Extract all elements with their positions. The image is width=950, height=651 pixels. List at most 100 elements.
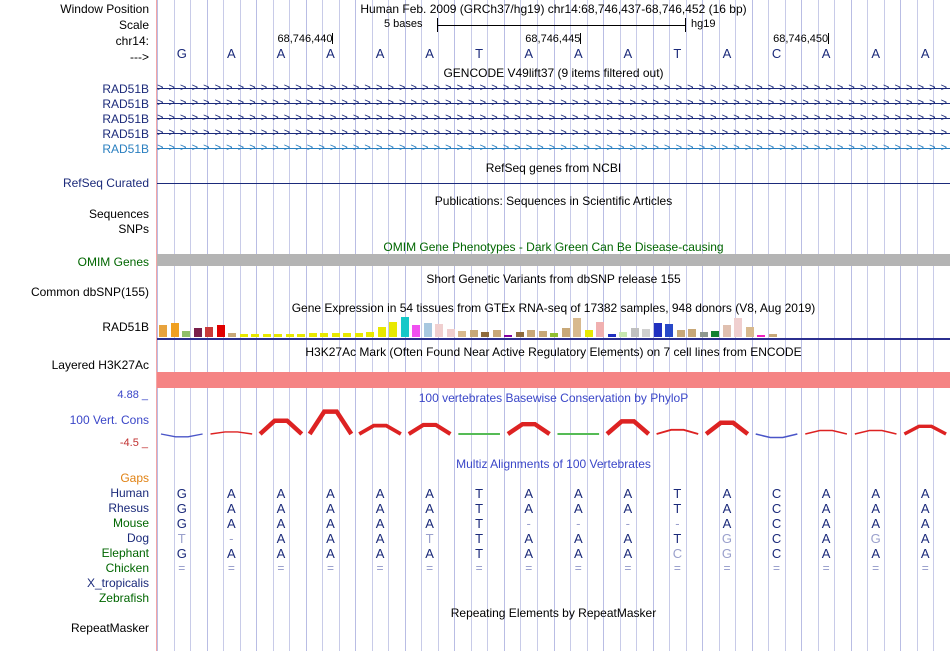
gtex-tissue-bar[interactable] — [630, 327, 639, 337]
gtex-tissue-bar[interactable] — [515, 331, 524, 337]
gtex-tissue-bar[interactable] — [653, 323, 662, 337]
h3k27ac-signal-band[interactable] — [157, 372, 950, 388]
gtex-tissue-bar[interactable] — [182, 330, 190, 337]
gtex-tissue-bar[interactable] — [239, 333, 248, 337]
gencode-gene-row[interactable]: >>>>>>>>>>>>>>>>>>>>>>>>>>>>>>>>>>>>>>>>… — [157, 96, 950, 111]
repeatmasker-label[interactable]: RepeatMasker — [70, 621, 149, 635]
gtex-tissue-bar[interactable] — [550, 332, 558, 337]
gtex-tissue-bar[interactable] — [768, 333, 777, 337]
gencode-gene-label[interactable]: RAD51B — [102, 82, 149, 96]
gtex-tissue-bar[interactable] — [159, 325, 167, 337]
gencode-gene-label[interactable]: RAD51B — [102, 142, 149, 156]
gtex-tissue-bar[interactable] — [446, 328, 455, 337]
gtex-tissue-bar[interactable] — [423, 323, 432, 337]
gtex-tissue-bar[interactable] — [745, 326, 754, 337]
gtex-tissue-bar[interactable] — [274, 333, 282, 337]
gtex-tissue-bar[interactable] — [711, 330, 719, 337]
sequence-base: A — [623, 46, 633, 61]
gtex-tissue-bar[interactable] — [251, 333, 259, 337]
gtex-tissue-bar[interactable] — [561, 327, 570, 337]
gtex-tissue-bar[interactable] — [757, 334, 765, 337]
gtex-tissue-bar[interactable] — [596, 322, 604, 337]
alignment-species-label[interactable]: Human — [110, 486, 149, 500]
layered-h3k27ac-label[interactable]: Layered H3K27Ac — [51, 358, 149, 372]
strand-arrow-icon: >>>>>>>>>>>>>>>>>>>>>>>>>>>>>>>>>>>>>>>>… — [157, 82, 950, 94]
gtex-tissue-bar[interactable] — [331, 332, 340, 337]
alignment-species-label[interactable]: Dog — [126, 531, 149, 545]
alignment-base: A — [573, 486, 583, 501]
gtex-tissue-bar[interactable] — [573, 318, 581, 337]
gtex-tissue-bar[interactable] — [320, 332, 328, 337]
gencode-gene-label[interactable]: RAD51B — [102, 112, 149, 126]
gtex-tissue-bar[interactable] — [343, 332, 351, 337]
gtex-tissue-bar[interactable] — [619, 331, 627, 337]
gtex-tissue-bar[interactable] — [607, 333, 616, 337]
gtex-tissue-bar[interactable] — [504, 334, 512, 337]
gencode-gene-label[interactable]: RAD51B — [102, 97, 149, 111]
conservation-peak — [258, 418, 304, 436]
snps-label[interactable]: SNPs — [118, 222, 149, 236]
gtex-tissue-bar[interactable] — [734, 318, 742, 337]
gtex-tissue-bar[interactable] — [193, 327, 202, 337]
gencode-gene-label[interactable]: RAD51B — [102, 127, 149, 141]
gtex-gene-label[interactable]: RAD51B — [102, 320, 149, 334]
alignment-species-label[interactable]: Mouse — [112, 516, 149, 530]
conservation-peak — [605, 419, 651, 436]
alignment-species-label[interactable]: Rhesus — [108, 501, 149, 515]
alignment-base: A — [821, 546, 831, 561]
common-dbsnp-label[interactable]: Common dbSNP(155) — [30, 285, 149, 299]
alignment-base: = — [673, 561, 681, 575]
gtex-tissue-bar[interactable] — [377, 326, 386, 337]
sequence-base: A — [920, 46, 930, 61]
alignment-base: A — [276, 516, 286, 531]
gtex-tissue-bar[interactable] — [538, 330, 547, 337]
gtex-expression-chart[interactable] — [157, 316, 950, 338]
gencode-gene-row[interactable]: >>>>>>>>>>>>>>>>>>>>>>>>>>>>>>>>>>>>>>>>… — [157, 81, 950, 96]
gtex-tissue-bar[interactable] — [389, 322, 397, 337]
gtex-tissue-bar[interactable] — [216, 325, 225, 337]
gtex-tissue-bar[interactable] — [722, 325, 731, 337]
gtex-tissue-bar[interactable] — [676, 329, 685, 337]
gtex-tissue-bar[interactable] — [688, 328, 696, 337]
gtex-tissue-bar[interactable] — [584, 329, 593, 337]
gtex-tissue-bar[interactable] — [469, 329, 478, 337]
alignment-base: A — [524, 501, 534, 516]
gtex-tissue-bar[interactable] — [481, 331, 489, 337]
refseq-curated-label[interactable]: RefSeq Curated — [62, 176, 149, 190]
gencode-gene-row[interactable]: >>>>>>>>>>>>>>>>>>>>>>>>>>>>>>>>>>>>>>>>… — [157, 126, 950, 141]
gtex-tissue-bar[interactable] — [412, 325, 420, 337]
alignment-species-label[interactable]: X_tropicalis — [86, 576, 149, 590]
gtex-tissue-bar[interactable] — [262, 333, 271, 337]
alignment-species-label[interactable]: Chicken — [105, 561, 149, 575]
gtex-tissue-bar[interactable] — [492, 329, 501, 337]
conservation-label[interactable]: 100 Vert. Cons — [69, 413, 149, 427]
gtex-tissue-bar[interactable] — [458, 330, 466, 337]
gtex-tissue-bar[interactable] — [228, 332, 236, 337]
gaps-label[interactable]: Gaps — [120, 471, 149, 485]
strand-label: ---> — [130, 50, 149, 64]
gtex-tissue-bar[interactable] — [527, 329, 535, 337]
sequences-label[interactable]: Sequences — [88, 207, 149, 221]
alignment-species-label[interactable]: Zebrafish — [98, 591, 149, 605]
gtex-tissue-bar[interactable] — [665, 324, 673, 337]
gencode-gene-row[interactable]: >>>>>>>>>>>>>>>>>>>>>>>>>>>>>>>>>>>>>>>>… — [157, 141, 950, 156]
gtex-tissue-bar[interactable] — [400, 317, 409, 337]
gene-intron-line — [157, 88, 950, 89]
gtex-tissue-bar[interactable] — [699, 331, 708, 337]
gtex-tissue-bar[interactable] — [285, 333, 294, 337]
alignment-base: A — [326, 546, 335, 561]
gtex-tissue-bar[interactable] — [205, 326, 213, 337]
gencode-gene-row[interactable]: >>>>>>>>>>>>>>>>>>>>>>>>>>>>>>>>>>>>>>>>… — [157, 111, 950, 126]
gtex-tissue-bar[interactable] — [642, 328, 650, 337]
gtex-tissue-bar[interactable] — [308, 332, 317, 337]
gtex-tissue-bar[interactable] — [297, 333, 305, 337]
omim-genes-label[interactable]: OMIM Genes — [77, 255, 149, 269]
alignment-species-label[interactable]: Elephant — [101, 546, 149, 560]
gtex-tissue-bar[interactable] — [170, 323, 179, 337]
conservation-plot[interactable] — [157, 398, 950, 446]
gtex-tissue-bar[interactable] — [366, 331, 374, 337]
gtex-tissue-bar[interactable] — [354, 332, 363, 337]
omim-gene-bar[interactable] — [157, 254, 950, 266]
gtex-tissue-bar[interactable] — [435, 324, 443, 337]
alignment-base: = — [921, 561, 929, 575]
